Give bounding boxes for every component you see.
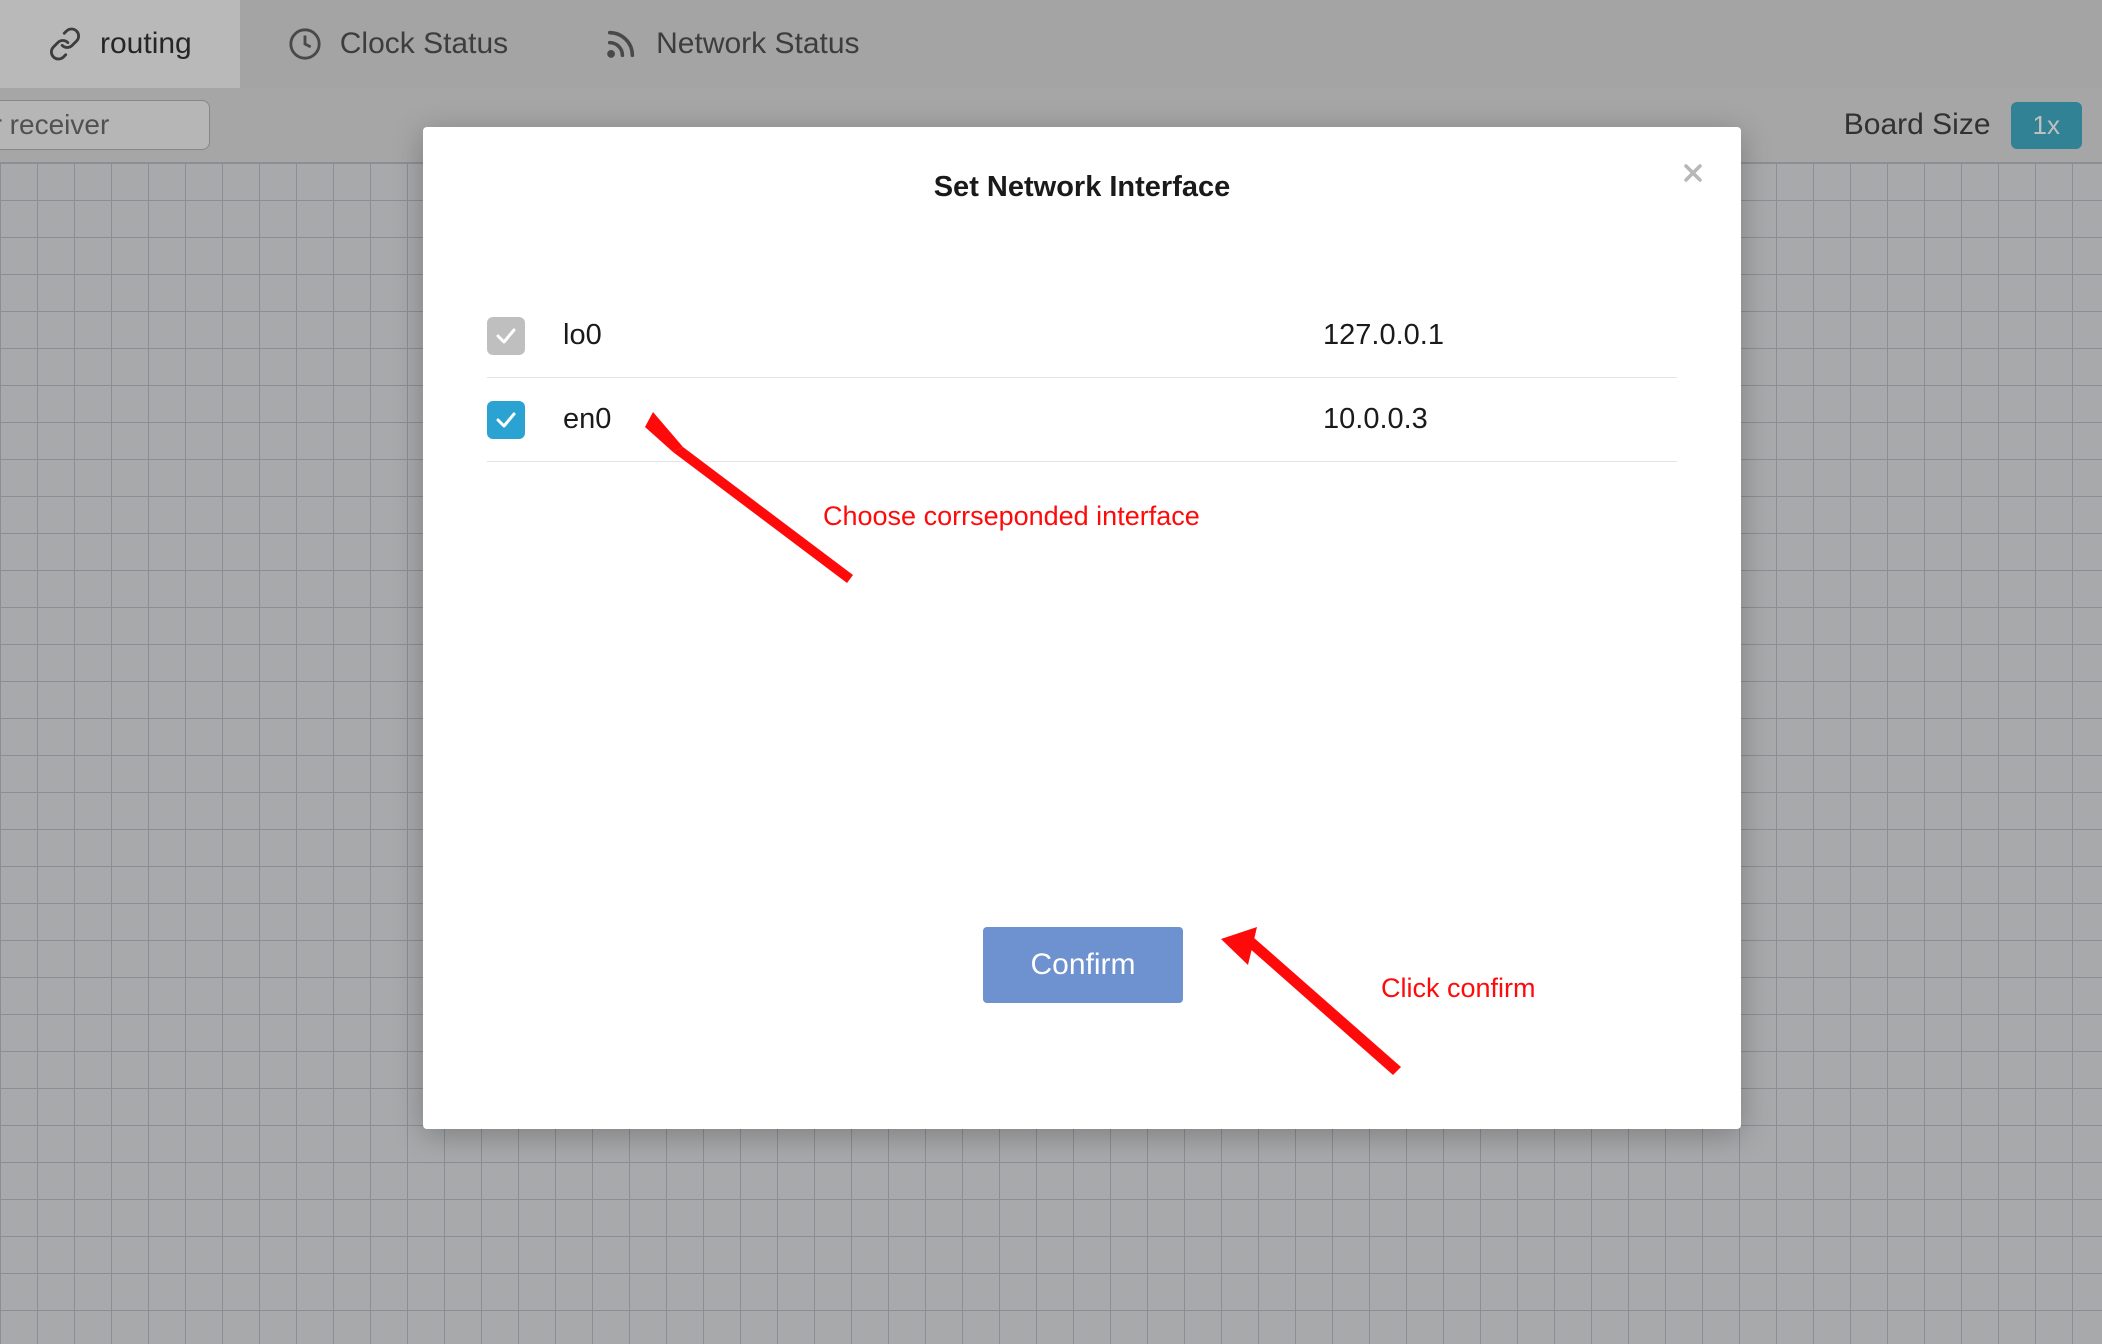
interface-ip: 10.0.0.3: [1323, 403, 1428, 436]
interface-row[interactable]: lo0 127.0.0.1: [487, 294, 1677, 378]
modal-title: Set Network Interface: [423, 171, 1741, 204]
checkbox-checked[interactable]: [487, 401, 525, 439]
annotation-text: Click confirm: [1381, 973, 1536, 1004]
close-icon[interactable]: [1679, 159, 1707, 192]
checkbox-unchecked[interactable]: [487, 317, 525, 355]
set-network-interface-modal: Set Network Interface lo0 127.0.0.1 en0 …: [423, 127, 1741, 1129]
interface-name: lo0: [563, 319, 1323, 352]
confirm-button[interactable]: Confirm: [983, 927, 1183, 1003]
annotation-arrow-icon: [623, 397, 863, 597]
annotation-text: Choose corrseponded interface: [823, 501, 1200, 532]
interface-ip: 127.0.0.1: [1323, 319, 1444, 352]
